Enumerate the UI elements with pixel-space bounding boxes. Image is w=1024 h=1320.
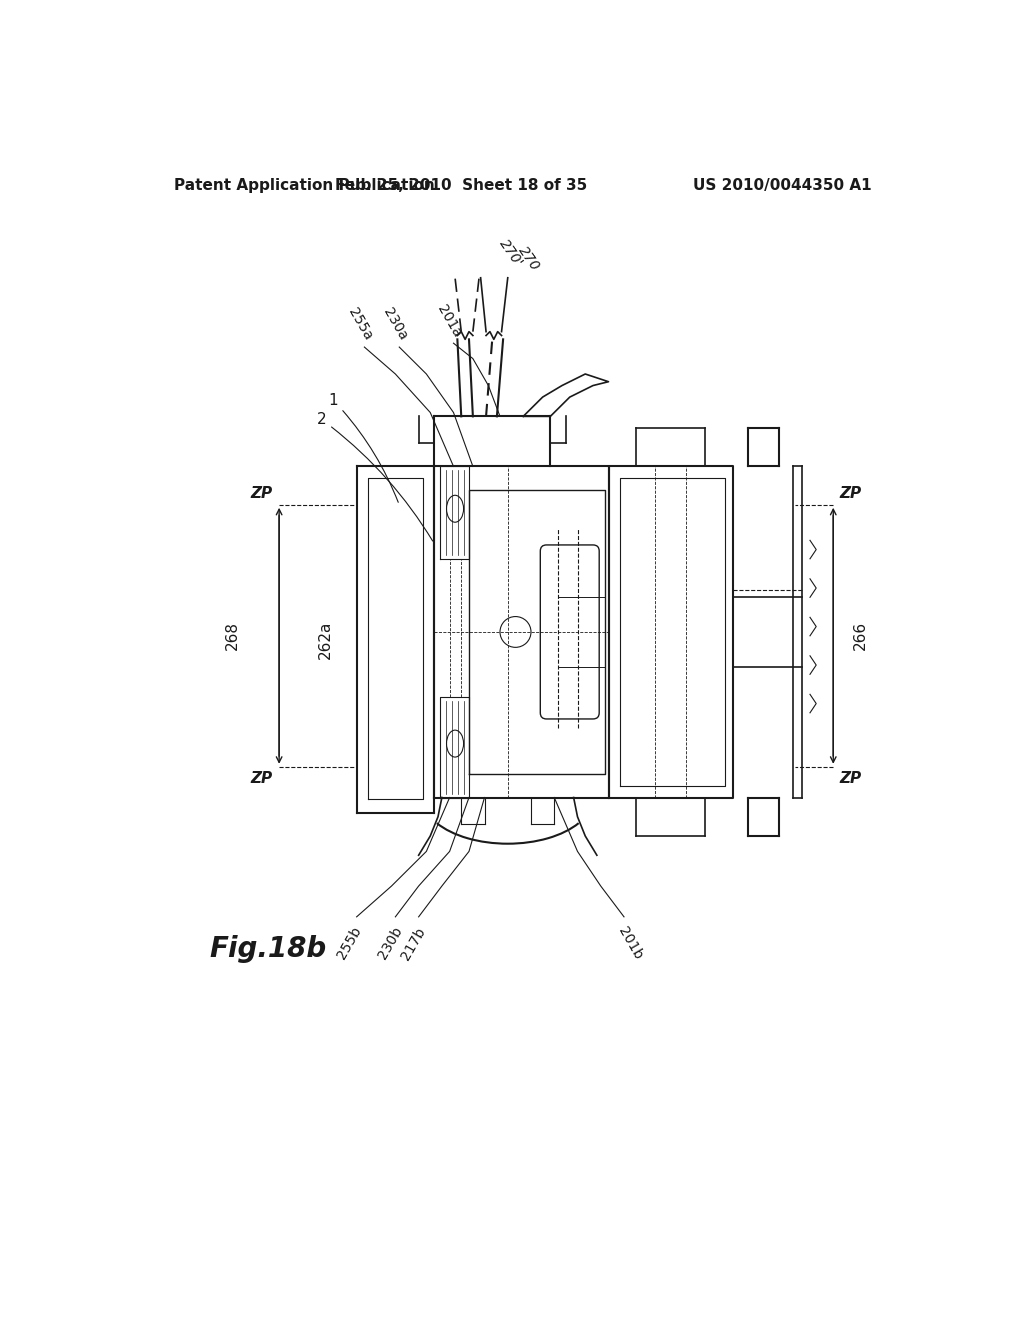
Text: 2: 2 — [317, 412, 433, 541]
Text: Feb. 25, 2010  Sheet 18 of 35: Feb. 25, 2010 Sheet 18 of 35 — [335, 178, 588, 193]
Text: ZP: ZP — [251, 486, 273, 502]
Text: 230b: 230b — [375, 924, 404, 962]
Text: 255a: 255a — [346, 306, 375, 343]
Text: 262a: 262a — [318, 620, 333, 659]
Text: Patent Application Publication: Patent Application Publication — [174, 178, 435, 193]
Text: 270': 270' — [496, 238, 525, 271]
Text: US 2010/0044350 A1: US 2010/0044350 A1 — [693, 178, 872, 193]
Text: 201a: 201a — [435, 302, 465, 339]
Text: 268: 268 — [225, 622, 240, 651]
Text: ZP: ZP — [251, 771, 273, 785]
Text: 201b: 201b — [615, 924, 645, 962]
Text: 217b: 217b — [398, 924, 428, 962]
Text: 230a: 230a — [381, 306, 411, 343]
Text: 1: 1 — [329, 393, 398, 503]
Text: ZP: ZP — [840, 771, 861, 785]
Text: 270: 270 — [515, 244, 543, 275]
Text: Fig.18b: Fig.18b — [209, 935, 327, 964]
Text: ZP: ZP — [840, 486, 861, 502]
Text: 255b: 255b — [334, 924, 364, 962]
Text: 266: 266 — [853, 622, 868, 651]
